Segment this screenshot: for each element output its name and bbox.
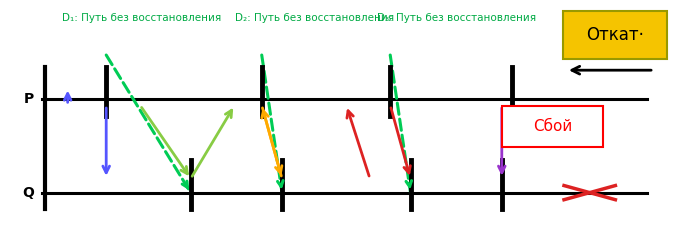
Text: Q: Q bbox=[22, 186, 34, 200]
Text: D₂: Путь без восстановления: D₂: Путь без восстановления bbox=[235, 13, 394, 23]
Text: Откат·: Откат· bbox=[586, 26, 644, 44]
Text: P: P bbox=[24, 92, 34, 106]
FancyBboxPatch shape bbox=[563, 11, 667, 59]
FancyBboxPatch shape bbox=[502, 106, 603, 147]
Text: D₃: Путь без восстановления: D₃: Путь без восстановления bbox=[377, 13, 536, 23]
Text: Сбой: Сбой bbox=[533, 119, 572, 134]
Text: D₁: Путь без восстановления: D₁: Путь без восстановления bbox=[62, 13, 221, 23]
